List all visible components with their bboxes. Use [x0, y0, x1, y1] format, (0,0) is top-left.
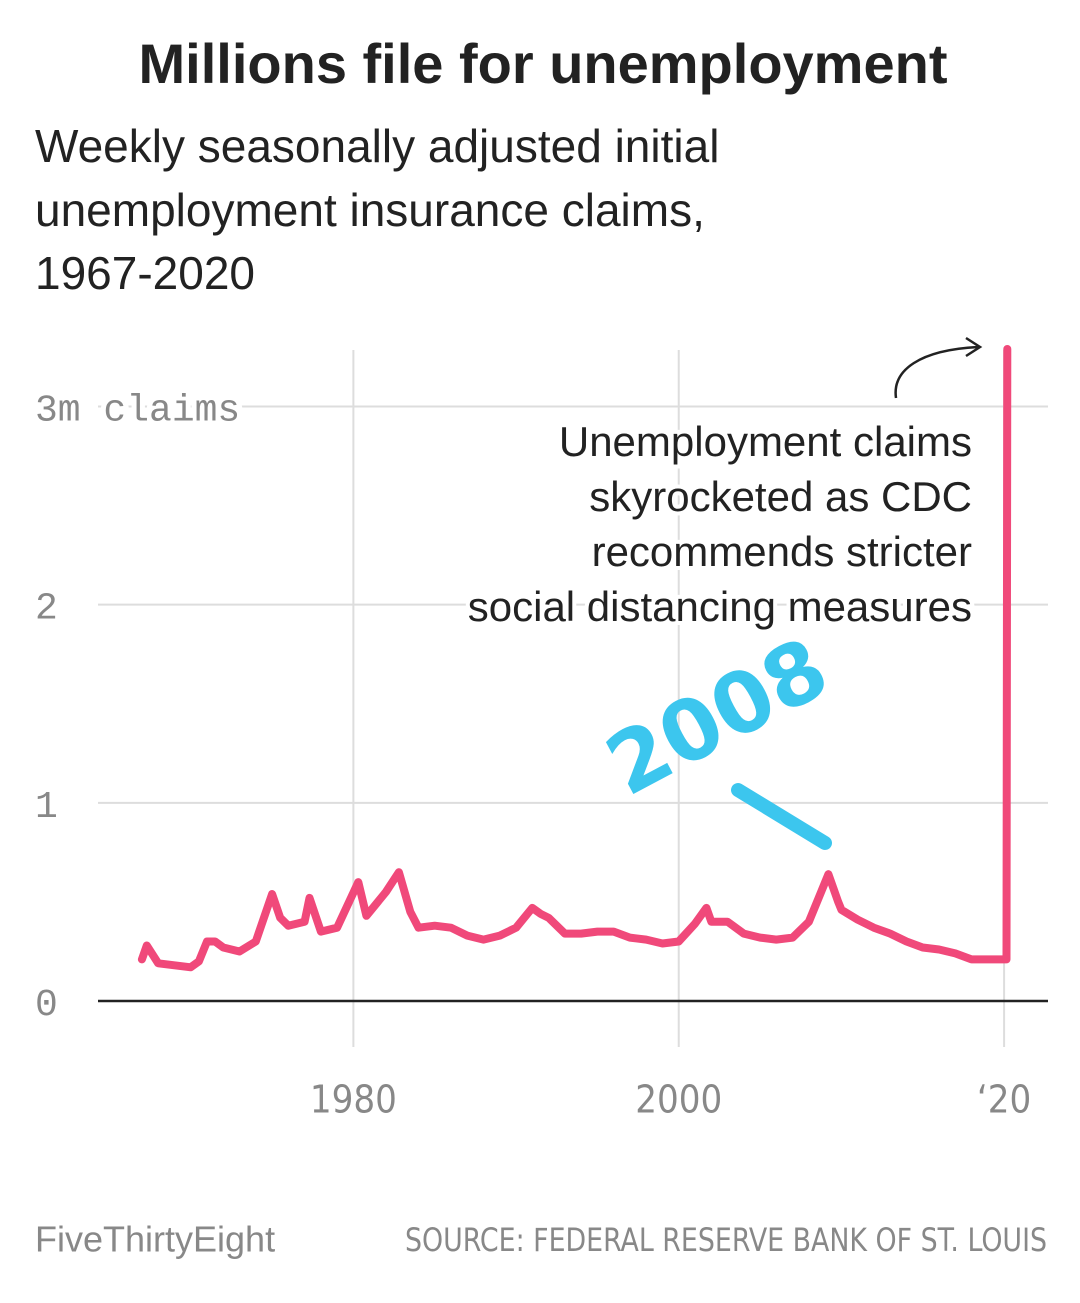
plot-area: 1980 2000 ‘20 0 1 2 3m claims — [30, 345, 1048, 1122]
arrow-head — [965, 336, 983, 358]
y-tick-label: 3m claims — [35, 389, 240, 432]
y-tick-label: 2 — [35, 588, 58, 631]
subtitle: 1967-2020 — [35, 247, 255, 299]
subtitle: Weekly seasonally adjusted initial — [35, 120, 719, 172]
annotations: Unemployment claims skyrocketed as CDC r… — [464, 336, 983, 850]
footer-source: SOURCE: FEDERAL RESERVE BANK OF ST. LOUI… — [405, 1221, 1047, 1259]
arrow — [894, 345, 979, 399]
y-tick-label: 0 — [35, 984, 58, 1027]
subtitle: unemployment insurance claims, — [35, 184, 705, 236]
x-tick-label: 1980 — [310, 1078, 397, 1122]
x-tick-label: ‘20 — [977, 1078, 1031, 1122]
line — [137, 345, 1012, 972]
annotation: social distancing measures — [468, 583, 972, 630]
annotation: Unemployment claims — [559, 418, 972, 465]
handwritten-stroke — [731, 783, 832, 850]
annotation: skyrocketed as CDC — [589, 473, 972, 520]
annotation: recommends stricter — [592, 528, 972, 575]
footer-brand: FiveThirtyEight — [35, 1219, 275, 1260]
handwritten-note: 2008 — [591, 619, 843, 815]
chart-title: Millions file for unemployment — [139, 32, 948, 95]
y-tick-label: 1 — [35, 786, 58, 829]
x-tick-label: 2000 — [635, 1078, 722, 1122]
